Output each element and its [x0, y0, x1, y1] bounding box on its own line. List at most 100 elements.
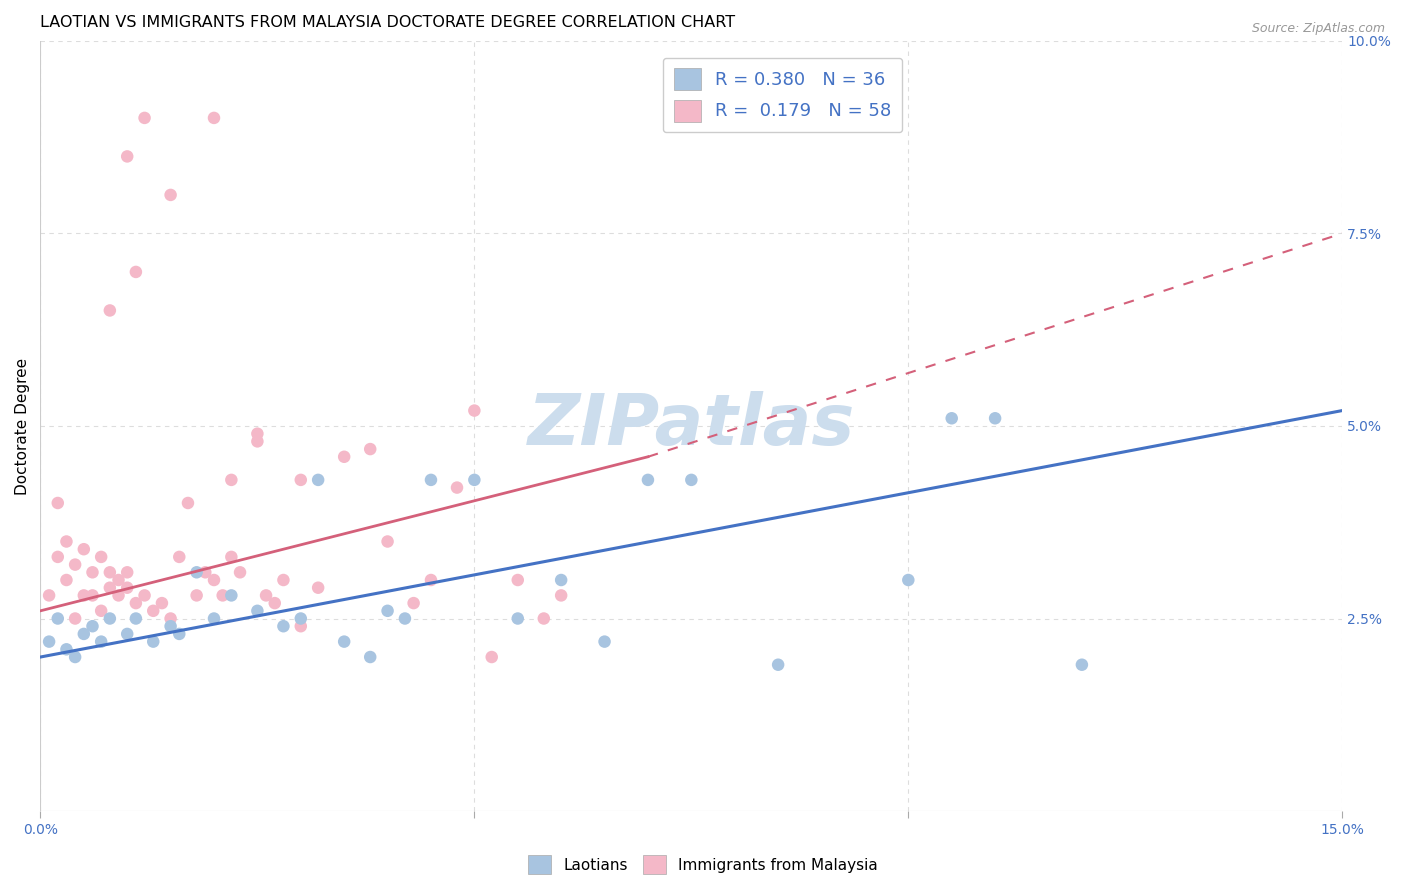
Point: [202, 611, 225, 625]
Point: [98, 303, 121, 318]
Point: [550, 573, 572, 587]
Point: [506, 573, 529, 587]
Point: [681, 473, 703, 487]
Point: [359, 650, 381, 665]
Point: [125, 611, 148, 625]
Y-axis label: Doctorate Degree: Doctorate Degree: [15, 358, 30, 494]
Point: [55, 573, 77, 587]
Point: [221, 549, 243, 564]
Point: [307, 473, 329, 487]
Point: [637, 473, 659, 487]
Point: [984, 411, 1007, 425]
Point: [63, 611, 86, 625]
Point: [263, 596, 285, 610]
Point: [125, 596, 148, 610]
Point: [254, 588, 277, 602]
Point: [202, 573, 225, 587]
Point: [394, 611, 416, 625]
Point: [55, 534, 77, 549]
Point: [463, 473, 485, 487]
Point: [333, 450, 356, 464]
Point: [533, 611, 555, 625]
Point: [766, 657, 789, 672]
Point: [55, 642, 77, 657]
Point: [46, 496, 69, 510]
Point: [246, 426, 269, 441]
Point: [211, 588, 233, 602]
Text: ZIPatlas: ZIPatlas: [527, 392, 855, 460]
Point: [142, 604, 165, 618]
Point: [98, 611, 121, 625]
Text: Source: ZipAtlas.com: Source: ZipAtlas.com: [1251, 22, 1385, 36]
Point: [377, 604, 399, 618]
Point: [115, 149, 138, 163]
Point: [420, 473, 443, 487]
Point: [550, 588, 572, 602]
Point: [82, 566, 104, 580]
Point: [159, 611, 181, 625]
Legend: Laotians, Immigrants from Malaysia: Laotians, Immigrants from Malaysia: [522, 849, 884, 880]
Point: [107, 588, 129, 602]
Point: [82, 619, 104, 633]
Point: [506, 611, 529, 625]
Point: [98, 581, 121, 595]
Point: [420, 573, 443, 587]
Point: [63, 650, 86, 665]
Legend: R = 0.380   N = 36, R =  0.179   N = 58: R = 0.380 N = 36, R = 0.179 N = 58: [662, 58, 903, 132]
Point: [150, 596, 173, 610]
Point: [246, 434, 269, 449]
Point: [169, 627, 191, 641]
Point: [273, 573, 295, 587]
Point: [229, 566, 252, 580]
Point: [307, 581, 329, 595]
Point: [290, 619, 312, 633]
Point: [481, 650, 503, 665]
Point: [159, 188, 181, 202]
Point: [46, 611, 69, 625]
Point: [290, 611, 312, 625]
Point: [273, 619, 295, 633]
Point: [897, 573, 920, 587]
Point: [941, 411, 963, 425]
Point: [463, 403, 485, 417]
Point: [333, 634, 356, 648]
Point: [90, 634, 112, 648]
Point: [115, 581, 138, 595]
Point: [186, 588, 208, 602]
Point: [90, 604, 112, 618]
Point: [194, 566, 217, 580]
Point: [98, 566, 121, 580]
Point: [186, 566, 208, 580]
Point: [134, 588, 156, 602]
Point: [359, 442, 381, 456]
Point: [125, 265, 148, 279]
Point: [221, 473, 243, 487]
Point: [134, 111, 156, 125]
Point: [38, 634, 60, 648]
Point: [169, 549, 191, 564]
Point: [593, 634, 616, 648]
Point: [90, 549, 112, 564]
Point: [377, 534, 399, 549]
Point: [221, 588, 243, 602]
Point: [177, 496, 200, 510]
Point: [107, 573, 129, 587]
Point: [159, 619, 181, 633]
Point: [1070, 657, 1092, 672]
Point: [46, 549, 69, 564]
Point: [402, 596, 425, 610]
Point: [38, 588, 60, 602]
Point: [115, 566, 138, 580]
Point: [142, 634, 165, 648]
Text: LAOTIAN VS IMMIGRANTS FROM MALAYSIA DOCTORATE DEGREE CORRELATION CHART: LAOTIAN VS IMMIGRANTS FROM MALAYSIA DOCT…: [41, 15, 735, 30]
Point: [63, 558, 86, 572]
Point: [73, 542, 96, 557]
Point: [246, 604, 269, 618]
Point: [115, 627, 138, 641]
Point: [73, 588, 96, 602]
Point: [290, 473, 312, 487]
Point: [446, 481, 468, 495]
Point: [82, 588, 104, 602]
Point: [202, 111, 225, 125]
Point: [73, 627, 96, 641]
